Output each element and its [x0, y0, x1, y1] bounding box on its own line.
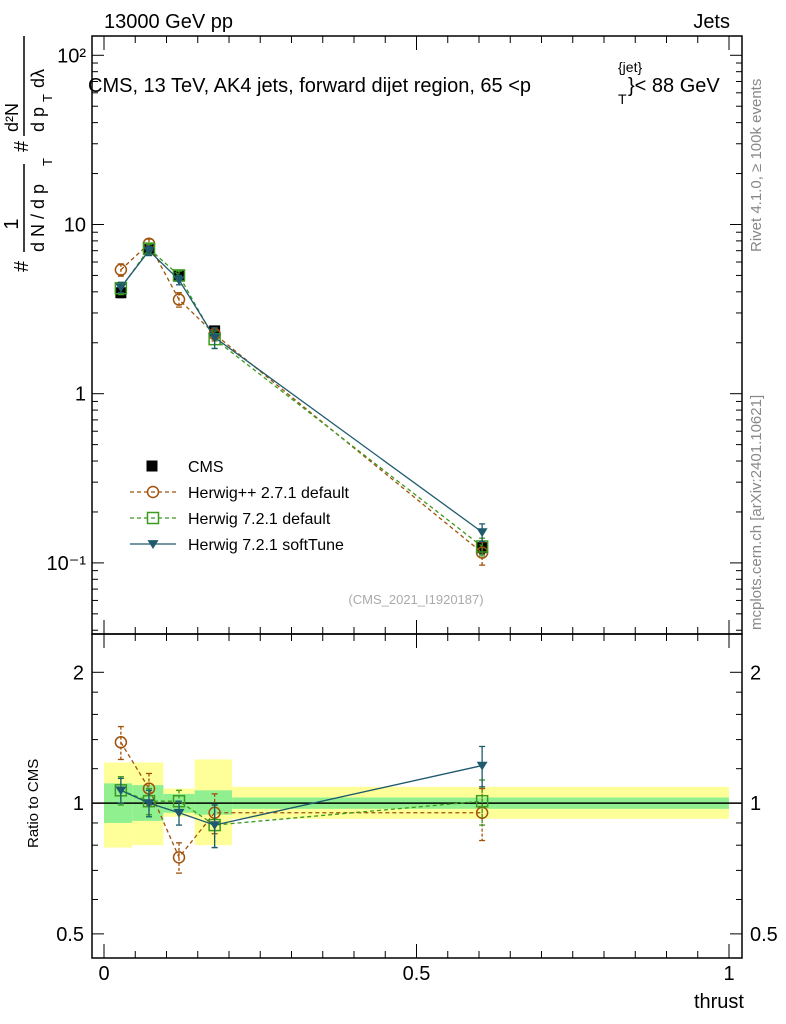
- legend-item-softtune: Herwig 7.2.1 softTune: [130, 537, 344, 554]
- ratio-series-softtune: [115, 745, 488, 849]
- main-series-herwig721: [114, 242, 489, 557]
- main-line-herwig721: [120, 247, 483, 548]
- ratio-y-tick-label-right: 0.5: [750, 924, 778, 946]
- main-y-axis: 10² 10 1 10⁻¹: [47, 45, 742, 631]
- analysis-id-watermark: (CMS_2021_I1920187): [348, 592, 483, 607]
- plot-title: CMS, 13 TeV, AK4 jets, forward dijet reg…: [88, 75, 531, 97]
- mcplots-label: mcplots.cern.ch [arXiv:2401.10621]: [748, 395, 765, 630]
- main-point-softtune: [115, 283, 127, 293]
- legend-marker-softtune: [147, 540, 159, 549]
- x-tick-label: 1: [723, 963, 734, 985]
- rivet-version-label: Rivet 4.1.0, ≥ 100k events: [748, 79, 765, 252]
- main-point-herwigpp: [172, 293, 186, 306]
- header-energy-label: 13000 GeV pp: [104, 11, 233, 33]
- y-tick-label: 10⁻¹: [47, 553, 87, 575]
- legend-label-cms: CMS: [188, 459, 224, 476]
- ratio-bands: [92, 759, 742, 848]
- legend-item-herwig721: Herwig 7.2.1 default: [130, 511, 331, 528]
- legend: CMS Herwig++ 2.7.1 default Herwig 7.2.1 de…: [130, 459, 350, 554]
- ratio-point-herwig721: [475, 794, 489, 808]
- plot-title-main: CMS, 13 TeV, AK4 jets, forward dijet reg…: [88, 75, 531, 97]
- ratio-point-softtune: [115, 786, 127, 796]
- ratio-line-herwig721: [120, 789, 483, 826]
- main-point-softtune: [476, 528, 488, 538]
- svg-text:#: #: [11, 260, 33, 272]
- y-tick-label: 10²: [57, 45, 86, 67]
- ylabel-den-sub: T: [40, 158, 55, 166]
- x-axis-label: thrust: [694, 991, 744, 1013]
- ratio-series: [114, 725, 489, 874]
- plot-title-superscript: {jet}: [618, 59, 642, 75]
- ratio-point-herwigpp: [172, 851, 186, 864]
- ratio-y-tick-label: 1: [73, 793, 84, 815]
- legend-label-herwigpp: Herwig++ 2.7.1 default: [188, 485, 350, 502]
- ratio-point-softtune: [143, 799, 155, 809]
- ratio-y-tick-label: 2: [73, 662, 84, 684]
- main-y-label: # 1 d N / d p T # d²N d p T dλ: [1, 36, 55, 272]
- main-point-softtune: [173, 276, 185, 285]
- legend-item-cms: CMS: [146, 459, 224, 476]
- legend-label-softtune: Herwig 7.2.1 softTune: [188, 537, 344, 554]
- ratio-y-tick-label-right: 1: [750, 793, 761, 815]
- legend-marker-cms: [146, 460, 158, 472]
- ylabel-frac-tail: dλ: [28, 69, 48, 88]
- x-tick-label: 0: [98, 963, 109, 985]
- plot-title-subscript: T: [618, 91, 627, 107]
- legend-marker-herwigpp: [146, 485, 160, 499]
- main-point-softtune: [209, 333, 221, 343]
- ratio-y-tick-label: 0.5: [56, 924, 84, 946]
- y-tick-label: 10: [64, 214, 86, 236]
- ylabel-hash-1: #: [11, 260, 33, 272]
- ylabel-frac-num: d²N: [2, 103, 22, 132]
- y-tick-label: 1: [75, 384, 86, 406]
- legend-label-herwig721: Herwig 7.2.1 default: [188, 511, 331, 528]
- ratio-line-herwigpp: [120, 741, 483, 859]
- main-line-herwigpp: [120, 242, 483, 554]
- ratio-point-herwigpp: [114, 736, 128, 749]
- ratio-y-axis: 2 2 1 1 0.5 0.5: [56, 662, 778, 946]
- ylabel-frac-den-sub: T: [40, 94, 55, 102]
- plot-title-tail: }< 88 GeV: [628, 75, 720, 97]
- ylabel-frac-den: d p: [28, 107, 48, 132]
- legend-item-herwigpp: Herwig++ 2.7.1 default: [130, 485, 350, 502]
- ylabel-hash-2: #: [11, 140, 33, 152]
- main-point-softtune: [143, 246, 155, 256]
- ratio-y-label: Ratio to CMS: [25, 759, 42, 848]
- legend-marker-herwig721: [146, 511, 160, 525]
- svg-text:d N / d p: d N / d p: [28, 184, 48, 252]
- ylabel-den: d N / d p: [28, 184, 48, 252]
- main-point-herwigpp: [114, 263, 128, 277]
- ylabel-one: 1: [1, 218, 23, 229]
- ratio-y-tick-label-right: 2: [750, 662, 761, 684]
- ratio-point-softtune: [173, 808, 185, 818]
- x-axis: 0 0.5 1: [98, 36, 735, 985]
- x-tick-label: 0.5: [403, 963, 431, 985]
- main-series: [114, 237, 489, 566]
- ratio-point-softtune: [209, 821, 221, 831]
- main-series-softtune: [115, 245, 488, 543]
- ratio-point-softtune: [476, 761, 488, 771]
- header-jets-label: Jets: [693, 11, 730, 33]
